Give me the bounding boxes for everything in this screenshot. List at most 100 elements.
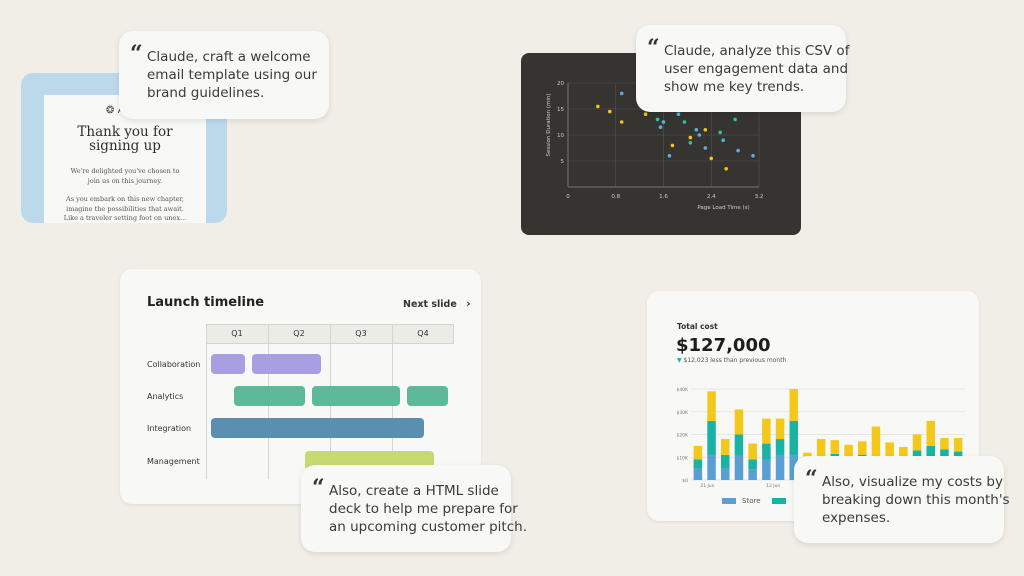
scatter-point [658,125,663,129]
x-tick-label: 12 Jun [766,483,780,489]
bar-segment [940,437,949,450]
email-heading: Thank you for signing up [77,124,173,154]
bar-segment [789,389,798,421]
bar-segment [762,459,771,480]
down-triangle-icon: ▼ [677,357,682,364]
scatter-point [733,117,737,122]
email-paragraph-2: As you embark on this new chapter, imagi… [63,195,187,222]
y-tick-label: 15 [557,107,564,113]
scatter-point [694,128,699,132]
y-tick-label: 5 [561,159,565,165]
scatter-point [676,112,681,116]
bar-segment [899,447,908,460]
scatter-point [718,130,723,135]
bar-segment [748,469,757,480]
scatter-point [643,112,648,116]
logo-icon: ❂ [106,105,115,116]
bar-segment [693,468,703,480]
next-slide-button[interactable]: Next slide › [403,297,471,310]
scatter-point [736,148,740,153]
scatter-point [724,167,728,171]
cost-label: Total cost [677,322,718,331]
gantt-bar-integration[interactable] [211,418,424,438]
prompt-bubble-costs: “ Also, visualize my costs by breaking d… [794,456,1010,543]
y-axis-label: Session Duration (min) [546,93,552,156]
bar-segment [830,440,840,454]
scatter-point [667,154,672,158]
bar-segment [693,459,703,469]
row-label-integration: Integration [147,424,192,433]
cost-amount: $127,000 [676,335,771,356]
quote-icon: “ [312,475,325,501]
scatter-point [655,117,660,122]
scatter-point [596,104,600,109]
quote-icon: “ [130,41,143,67]
bar-segment [816,439,826,460]
bar-segment [775,454,785,480]
quarter-label: Q1 [231,329,243,338]
quote-icon: “ [805,466,818,492]
scatter-point [682,120,687,124]
x-tick-label: 21 Jun [700,483,714,489]
bar-segment [844,444,853,462]
gantt-bar-collaboration[interactable] [211,354,245,374]
y-tick-label: $20K [676,433,689,439]
scatter-point [607,109,612,114]
y-tick-label: 10 [557,133,564,139]
gantt-bar-analytics[interactable] [407,386,448,406]
bar-segment [789,420,798,455]
x-axis-label: Page Load Time (s) [697,205,749,211]
quarter-label: Q4 [417,329,429,338]
bar-segment [912,434,922,451]
y-tick-label: 20 [557,81,564,87]
prompt-bubble-slides: “ Also, create a HTML slide deck to help… [301,465,527,552]
x-tick-label: 0 [566,194,570,200]
row-label-management: Management [147,457,200,466]
legend-store: Store [722,497,761,505]
bar-segment [734,434,744,455]
bar-segment [734,409,744,435]
y-tick-label: $30K [676,410,689,416]
bar-segment [775,439,785,455]
y-tick-label: $0 [682,478,688,484]
x-tick-label: 3.2 [755,194,764,200]
gantt-bar-analytics[interactable] [234,386,305,406]
bar-segment [748,443,757,460]
bar-segment [858,441,867,455]
row-label-collaboration: Collaboration [147,360,201,369]
bar-segment [762,443,771,460]
y-tick-label: $40K [676,387,689,393]
bar-segment [926,445,935,465]
scatter-point [697,133,702,137]
bar-segment [707,391,716,421]
legend-swatch [722,498,736,504]
scatter-point [751,154,755,158]
bar-segment [707,420,716,455]
x-tick-label: 0.8 [611,194,620,200]
bar-segment [748,459,757,470]
gantt-bar-analytics[interactable] [312,386,400,406]
scatter-point [703,146,708,150]
bar-segment [762,418,771,444]
scatter-point [688,141,693,145]
bar-segment [721,439,730,455]
row-label-analytics: Analytics [147,392,184,401]
quote-icon: “ [647,35,660,61]
bar-segment [693,445,703,460]
scatter-point [670,143,675,148]
bar-segment [734,454,744,480]
scatter-point [709,156,714,161]
bar-segment [953,437,963,452]
gantt-bar-collaboration[interactable] [252,354,321,374]
email-paragraph-1: We're delighted you've chosen to join us… [70,167,180,185]
bar-segment [707,454,716,480]
timeline-title: Launch timeline [147,295,265,310]
bar-segment [926,420,935,446]
bar-segment [789,454,798,480]
chevron-right-icon: › [466,297,471,310]
prompt-bubble-email: “ Claude, craft a welcome email template… [119,31,329,119]
quarter-label: Q3 [355,329,367,338]
bar-segment [885,442,894,457]
scatter-point [703,128,708,132]
bar-segment [871,426,881,457]
